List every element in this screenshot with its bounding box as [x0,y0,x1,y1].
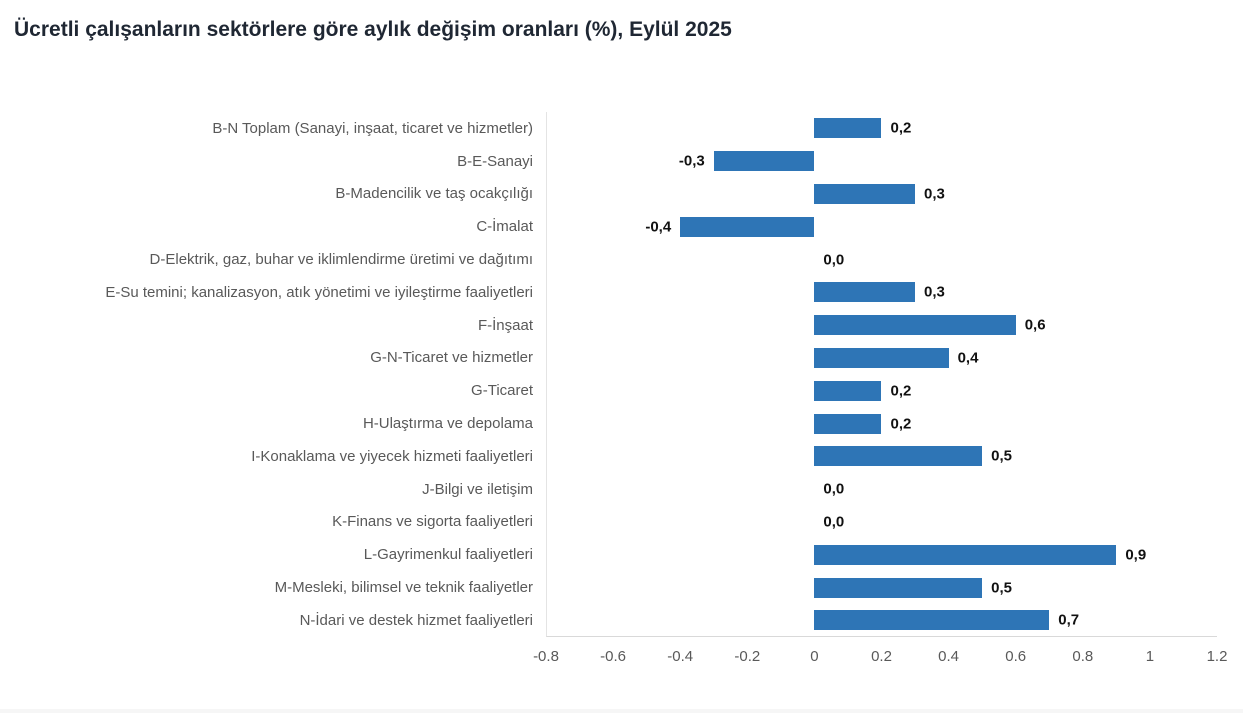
value-label: 0,3 [924,185,945,203]
bar-track: 0,0 [546,243,1217,276]
bar[interactable] [814,315,1016,336]
bar-rows-container: B-N Toplam (Sanayi, inşaat, ticaret ve h… [0,112,1217,637]
value-label: -0,3 [678,152,705,170]
chart-row: C-İmalat -0,4 [0,210,1217,243]
chart-row: N-İdari ve destek hizmet faaliyetleri 0,7 [0,604,1217,637]
x-axis-tick-label: -0.6 [600,648,627,665]
bar-track: 0,5 [546,571,1217,604]
bar-track: 0,5 [546,440,1217,473]
x-axis-tick-label: 0.2 [871,648,892,665]
category-label: E-Su temini; kanalizasyon, atık yönetimi… [105,283,533,301]
chart-row: M-Mesleki, bilimsel ve teknik faaliyetle… [0,571,1217,604]
bar-track: 0,4 [546,342,1217,375]
category-label: J-Bilgi ve iletişim [422,480,533,498]
x-axis-tick-label: 0.8 [1072,648,1094,665]
bar-track: 0,2 [546,407,1217,440]
value-label: 0,5 [991,447,1012,465]
bar[interactable] [814,577,983,598]
chart-row: E-Su temini; kanalizasyon, atık yönetimi… [0,276,1217,309]
bar[interactable] [814,118,882,139]
category-label: D-Elektrik, gaz, buhar ve iklimlendirme … [149,251,533,269]
value-label: 0,3 [924,283,945,301]
bar[interactable] [814,413,882,434]
bar[interactable] [814,347,949,368]
bar-track: 0,7 [546,604,1217,637]
chart-row: F-İnşaat 0,6 [0,309,1217,342]
x-axis-tick-label: 1 [1145,648,1155,665]
bar[interactable] [814,446,983,467]
bar-track: 0,2 [546,112,1217,145]
chart-row: J-Bilgi ve iletişim 0,0 [0,473,1217,506]
x-axis-tick-label: 1.2 [1206,648,1228,665]
value-label: 0,9 [1125,546,1147,564]
value-label: 0,2 [890,382,912,400]
category-label: N-İdari ve destek hizmet faaliyetleri [299,611,533,629]
value-label: 0,2 [890,415,912,433]
x-axis: -0.8 -0.6 -0.4 -0.2 0 0.2 0.4 0.6 0.8 1 1.2 [0,648,1243,670]
chart-row: I-Konaklama ve yiyecek hizmeti faaliyetl… [0,440,1217,473]
bar[interactable] [680,216,815,237]
value-label: 0,7 [1058,611,1080,629]
bar[interactable] [814,380,882,401]
bar-track: -0,3 [546,145,1217,178]
value-label: -0,4 [645,218,672,236]
chart-title: Ücretli çalışanların sektörlere göre ayl… [14,18,732,41]
category-label: G-Ticaret [471,382,533,400]
chart-row: G-N-Ticaret ve hizmetler 0,4 [0,342,1217,375]
category-label: M-Mesleki, bilimsel ve teknik faaliyetle… [274,579,533,597]
chart-row: K-Finans ve sigorta faaliyetleri 0,0 [0,506,1217,539]
bar-track: -0,4 [546,210,1217,243]
category-label: B-E-Sanayi [457,152,533,170]
bar-track: 0,3 [546,276,1217,309]
chart-row: B-N Toplam (Sanayi, inşaat, ticaret ve h… [0,112,1217,145]
chart-row: L-Gayrimenkul faaliyetleri 0,9 [0,538,1217,571]
category-label: C-İmalat [476,218,533,236]
value-label: 0,5 [991,579,1012,597]
x-axis-tick-label: 0.4 [938,648,960,665]
x-axis-tick-label: -0.8 [533,648,559,665]
card-bottom-edge [0,709,1243,713]
bar-track: 0,9 [546,538,1217,571]
chart-row: D-Elektrik, gaz, buhar ve iklimlendirme … [0,243,1217,276]
chart-row: B-E-Sanayi -0,3 [0,145,1217,178]
bar[interactable] [814,282,916,303]
category-label: B-N Toplam (Sanayi, inşaat, ticaret ve h… [212,119,533,137]
value-label: 0,2 [890,119,912,137]
bar[interactable] [814,183,916,204]
bar[interactable] [814,544,1117,565]
bar-track: 0,3 [546,178,1217,211]
bar-track: 0,6 [546,309,1217,342]
x-axis-tick-label: -0.4 [667,648,694,665]
category-label: I-Konaklama ve yiyecek hizmeti faaliyetl… [251,447,533,465]
bar-track: 0,0 [546,506,1217,539]
value-label: 0,0 [823,480,845,498]
value-label: 0,6 [1024,316,1046,334]
bar-track: 0,2 [546,374,1217,407]
category-label: G-N-Ticaret ve hizmetler [370,349,533,367]
bar-track: 0,0 [546,473,1217,506]
value-label: 0,0 [823,513,845,531]
chart-row: H-Ulaştırma ve depolama 0,2 [0,407,1217,440]
chart-row: G-Ticaret 0,2 [0,374,1217,407]
category-label: L-Gayrimenkul faaliyetleri [363,546,533,564]
bar[interactable] [713,151,815,172]
category-label: H-Ulaştırma ve depolama [362,415,533,433]
bar[interactable] [814,610,1050,631]
x-axis-tick-label: 0.6 [1005,648,1027,665]
value-label: 0,4 [957,349,979,367]
x-axis-tick-label: 0 [810,648,819,665]
category-label: F-İnşaat [477,316,533,334]
value-label: 0,0 [823,251,845,269]
chart-row: B-Madencilik ve taş ocakçılığı 0,3 [0,178,1217,211]
x-axis-tick-label: -0.2 [734,648,761,665]
category-label: B-Madencilik ve taş ocakçılığı [335,185,533,203]
category-label: K-Finans ve sigorta faaliyetleri [332,513,533,531]
